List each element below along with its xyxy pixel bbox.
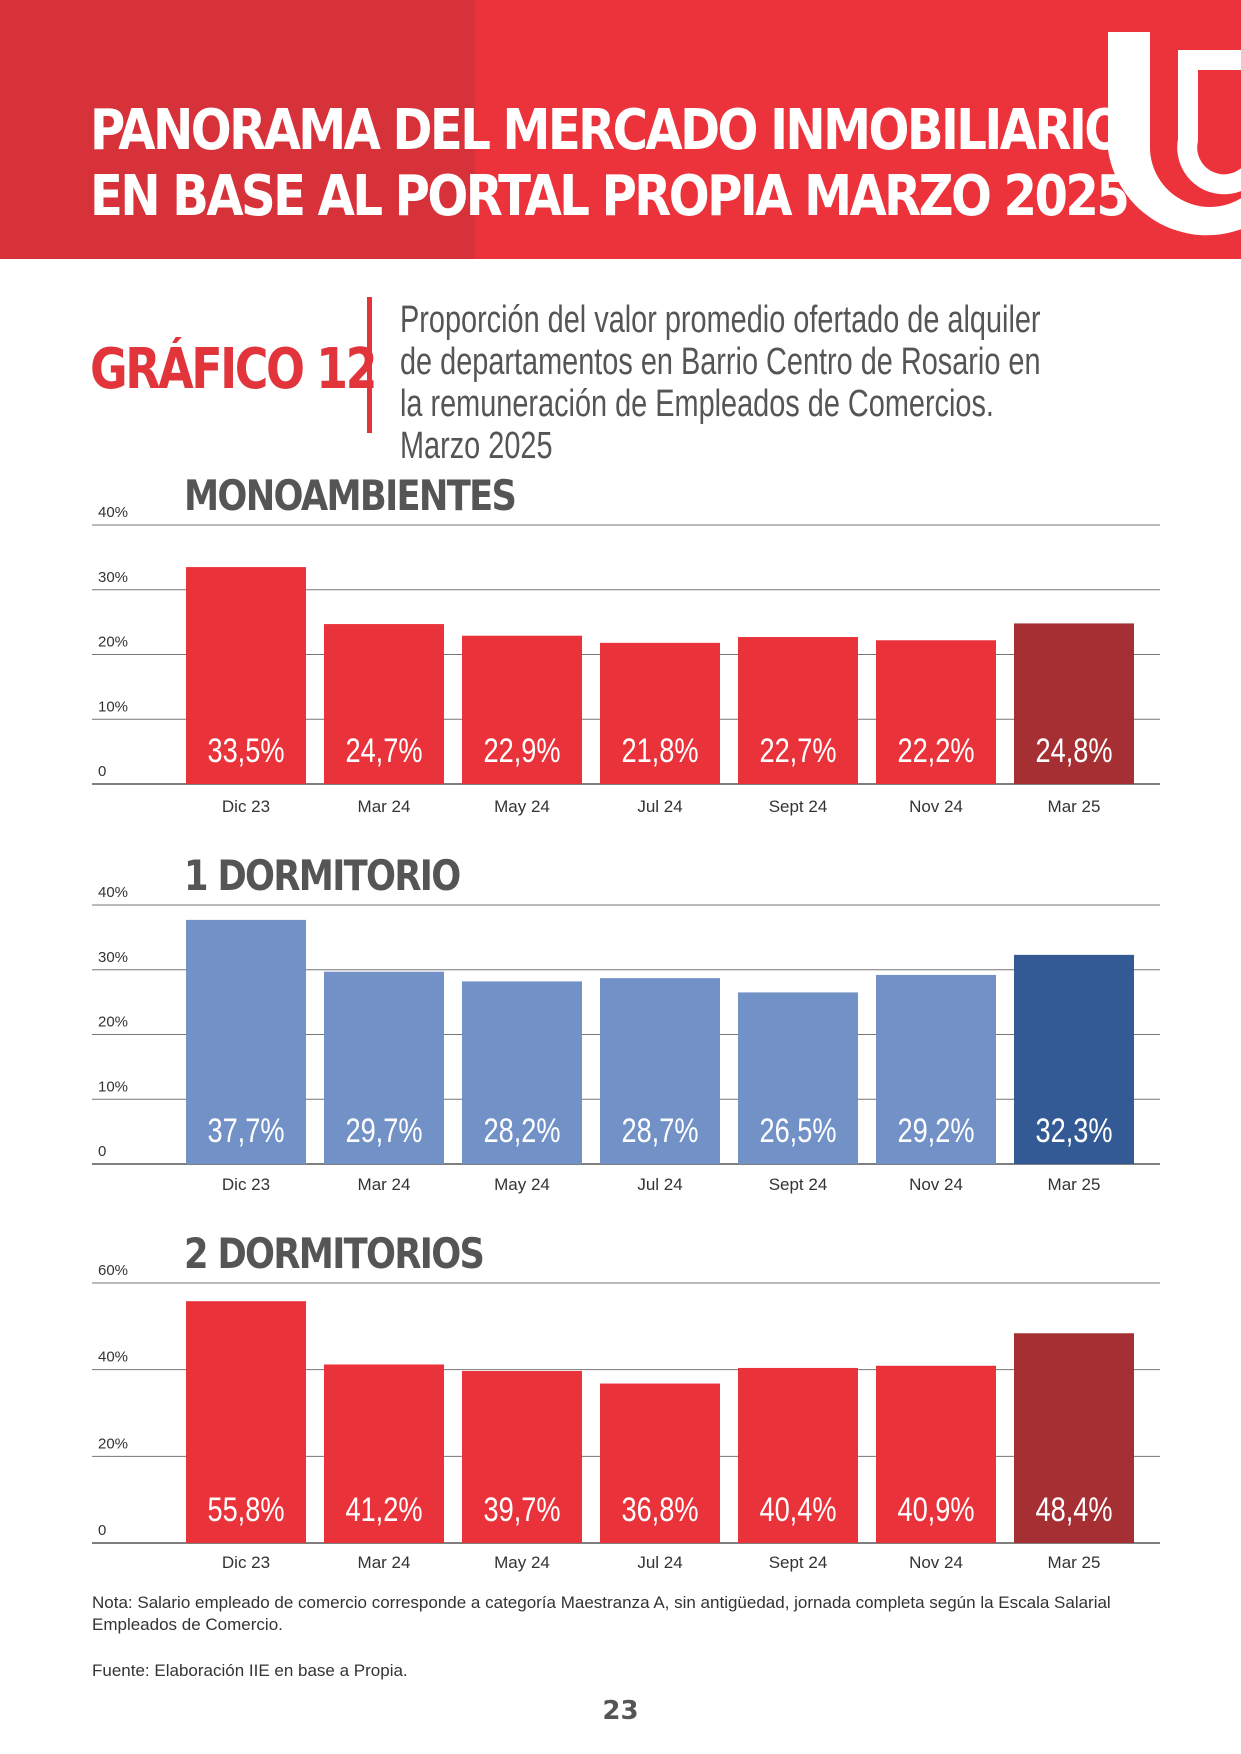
chart-2-y-tick-label: 30% — [98, 949, 128, 966]
chart-2-bar — [738, 992, 858, 1164]
page-title-line-1: PANORAMA DEL MERCADO INMOBILIARIO — [90, 98, 1125, 163]
page-number: 23 — [602, 1696, 639, 1726]
chart-2-category-label: May 24 — [494, 1175, 550, 1194]
chart-1-category-label: Dic 23 — [222, 797, 270, 816]
chart-2-category-label: Mar 25 — [1048, 1175, 1101, 1194]
chart-2-y-tick-label: 10% — [98, 1078, 128, 1095]
chart-3-data-label: 55,8% — [207, 1490, 284, 1529]
chart-2-data-label: 29,2% — [897, 1111, 974, 1150]
header-shade — [0, 0, 475, 259]
chart-3-data-label: 41,2% — [345, 1490, 422, 1529]
source-note: Fuente: Elaboración IIE en base a Propia… — [92, 1661, 408, 1680]
chart-1-category-label: Mar 25 — [1048, 797, 1101, 816]
chart-3-data-label: 40,4% — [759, 1490, 836, 1529]
chart-3-y-tick-label: 0 — [98, 1522, 106, 1539]
chart-2-bar — [186, 919, 306, 1164]
chart-1-data-label: 22,2% — [897, 731, 974, 770]
chart-3-data-label: 36,8% — [621, 1490, 698, 1529]
chart-1-data-label: 24,8% — [1035, 731, 1112, 770]
chart-3-data-label: 40,9% — [897, 1490, 974, 1529]
chart-1-bar — [876, 640, 996, 784]
chart-2-category-label: Dic 23 — [222, 1175, 270, 1194]
chart-2-bar — [600, 978, 720, 1164]
figure-subtitle: Proporción del valor promedio ofertado d… — [400, 299, 1041, 467]
chart-1-y-tick-label: 0 — [98, 763, 106, 780]
chart-2-category-label: Jul 24 — [637, 1175, 682, 1194]
chart-2-data-label: 32,3% — [1035, 1111, 1112, 1150]
chart-2-bar — [876, 974, 996, 1164]
chart-1-bar — [1014, 623, 1134, 784]
chart-2-title: 1 DORMITORIO — [184, 852, 460, 901]
chart-2-category-label: Sept 24 — [769, 1175, 828, 1194]
page-title: PANORAMA DEL MERCADO INMOBILIARIO EN BAS… — [90, 98, 1130, 230]
heading-divider — [367, 297, 372, 433]
chart-1-bar — [462, 635, 582, 784]
chart-1-y-tick-label: 30% — [98, 569, 128, 586]
chart-1-category-label: May 24 — [494, 797, 550, 816]
chart-1-data-label: 22,7% — [759, 731, 836, 770]
chart-3-category-label: May 24 — [494, 1553, 550, 1572]
chart-1-data-label: 21,8% — [621, 731, 698, 770]
chart-3-bar — [324, 1364, 444, 1543]
chart-3-y-tick-label: 20% — [98, 1435, 128, 1452]
chart-1-category-label: Sept 24 — [769, 797, 828, 816]
chart-1-data-label: 33,5% — [207, 731, 284, 770]
chart-2-bar — [462, 981, 582, 1164]
chart-3-bar — [876, 1365, 996, 1543]
chart-1-y-tick-label: 20% — [98, 634, 128, 651]
chart-2-data-label: 28,7% — [621, 1111, 698, 1150]
chart-3-y-tick-label: 60% — [98, 1262, 128, 1279]
figure-number: GRÁFICO 12 — [90, 337, 378, 402]
chart-3-category-label: Jul 24 — [637, 1553, 682, 1572]
chart-2-data-label: 29,7% — [345, 1111, 422, 1150]
chart-3-category-label: Dic 23 — [222, 1553, 270, 1572]
chart-3-data-label: 39,7% — [483, 1490, 560, 1529]
chart-1-data-label: 24,7% — [345, 731, 422, 770]
chart-2-y-tick-label: 0 — [98, 1143, 106, 1160]
chart-3-category-label: Mar 25 — [1048, 1553, 1101, 1572]
chart-2-y-tick-label: 40% — [98, 884, 128, 901]
chart-2-data-label: 28,2% — [483, 1111, 560, 1150]
chart-3-category-label: Nov 24 — [909, 1553, 963, 1572]
chart-3-category-label: Mar 24 — [358, 1553, 411, 1572]
brand-logo-icon — [1108, 32, 1241, 236]
chart-1-bar — [738, 637, 858, 784]
chart-1-data-label: 22,9% — [483, 731, 560, 770]
chart-2-bar — [1014, 954, 1134, 1164]
chart-1-bar — [186, 567, 306, 784]
chart-1-bar — [324, 624, 444, 784]
chart-2-y-tick-label: 20% — [98, 1014, 128, 1031]
chart-2-data-label: 26,5% — [759, 1111, 836, 1150]
chart-3-category-label: Sept 24 — [769, 1553, 828, 1572]
chart-3-data-label: 48,4% — [1035, 1490, 1112, 1529]
chart-1-category-label: Nov 24 — [909, 797, 963, 816]
chart-3-y-tick-label: 40% — [98, 1349, 128, 1366]
chart-1-title: MONOAMBIENTES — [184, 472, 515, 521]
chart-3-bar — [186, 1301, 306, 1543]
chart-2-category-label: Nov 24 — [909, 1175, 963, 1194]
footnote: Nota: Salario empleado de comercio corre… — [92, 1593, 1111, 1634]
chart-3-bar — [738, 1367, 858, 1543]
chart-3-bar — [600, 1383, 720, 1543]
bar-charts: MONOAMBIENTES 0 10% 20% 30% 40% 33,5% Dic 23 24,… — [92, 472, 1160, 1572]
page-header: PANORAMA DEL MERCADO INMOBILIARIO EN BAS… — [0, 0, 1241, 259]
chart-1-category-label: Mar 24 — [358, 797, 411, 816]
chart-2-category-label: Mar 24 — [358, 1175, 411, 1194]
chart-1-y-tick-label: 40% — [98, 504, 128, 521]
page-title-line-2: EN BASE AL PORTAL PROPIA MARZO 2025 — [90, 164, 1130, 229]
figure-heading: GRÁFICO 12 Proporción del valor promedio… — [90, 297, 1150, 467]
chart-1-y-tick-label: 10% — [98, 698, 128, 715]
chart-2-bar — [324, 971, 444, 1164]
chart-3-bar — [462, 1370, 582, 1543]
chart-1-category-label: Jul 24 — [637, 797, 682, 816]
chart-2-data-label: 37,7% — [207, 1111, 284, 1150]
chart-3-title: 2 DORMITORIOS — [184, 1230, 483, 1279]
chart-3-bar — [1014, 1333, 1134, 1543]
chart-1-bar — [600, 642, 720, 784]
